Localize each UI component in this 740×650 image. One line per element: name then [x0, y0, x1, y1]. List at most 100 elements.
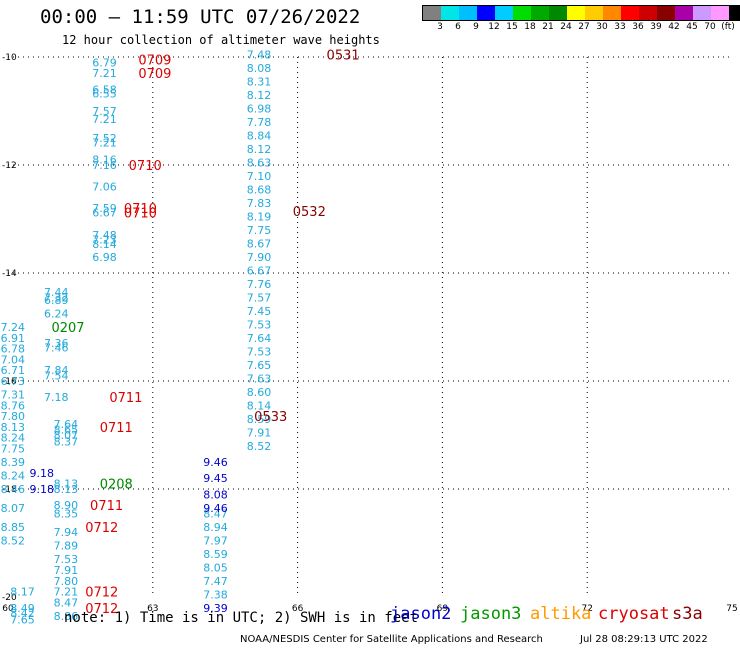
- satellite-name-s3a: s3a: [672, 604, 703, 624]
- wave-height-value: 7.65: [247, 359, 272, 372]
- legend-label: 33: [614, 22, 626, 32]
- legend-labels: 3 6 9 12 15 18 21 24 27 30 33 36 39 42 45 70 (ft): [422, 21, 740, 33]
- legend-swatch: [693, 6, 711, 20]
- wave-height-value: 7.52: [92, 132, 117, 145]
- wave-height-value: 7.10: [247, 170, 272, 183]
- wave-height-value: 9.45: [203, 472, 228, 485]
- legend-label: 39: [650, 22, 662, 32]
- wave-height-value: 6.89: [44, 294, 69, 307]
- wave-height-value: 8.24: [1, 470, 26, 483]
- wave-height-value: 8.60: [247, 386, 272, 399]
- wave-height-value: 9.46: [203, 456, 228, 469]
- wave-height-value: 8.13: [54, 478, 79, 491]
- wave-height-value: 8.84: [247, 129, 272, 142]
- wave-height-value: 8.37: [54, 435, 79, 448]
- wave-height-value: 6.24: [44, 308, 69, 321]
- wave-height-value: 7.21: [92, 113, 117, 126]
- legend-swatch: [477, 6, 495, 20]
- wave-height-value: 7.89: [54, 540, 79, 553]
- wave-height-value: 6.67: [92, 207, 117, 220]
- wave-height-value: 7.36: [44, 337, 69, 350]
- legend-label: 15: [506, 22, 518, 32]
- wave-height-value: 7.48: [92, 229, 117, 242]
- wave-height-value: 6.58: [92, 83, 117, 96]
- y-tick-label: -18: [2, 485, 17, 495]
- pass-label: 0533: [254, 410, 287, 425]
- pass-label: 0532: [293, 205, 326, 220]
- wave-height-value: 7.80: [1, 410, 26, 423]
- wave-height-value: 7.44: [44, 286, 69, 299]
- wave-height-value: 7.59: [92, 202, 117, 215]
- wave-height-value: 8.07: [54, 429, 79, 442]
- wave-height-value: 7.38: [203, 588, 228, 601]
- generated-timestamp: Jul 28 08:29:13 UTC 2022: [580, 634, 708, 645]
- legend-swatch: [531, 6, 549, 20]
- wave-height-value: 8.31: [247, 75, 272, 88]
- wave-height-value: 8.05: [203, 561, 228, 574]
- wave-height-value: 6.55: [92, 88, 117, 101]
- wave-height-value: 7.31: [1, 389, 26, 402]
- wave-height-value: 7.23: [92, 234, 117, 247]
- wave-height-value: 7.53: [247, 345, 272, 358]
- wave-height-value: 8.94: [203, 521, 228, 534]
- legend-color-bar: [422, 5, 740, 21]
- legend-label: 21: [542, 22, 554, 32]
- wave-height-value: 7.48: [247, 48, 272, 61]
- wave-height-value: 6.78: [1, 343, 26, 356]
- pass-label: 0207: [51, 321, 84, 336]
- chart-title: 00:00 — 11:59 UTC 07/26/2022: [40, 6, 361, 28]
- wave-height-value: 8.35: [54, 507, 79, 520]
- pass-label: 0710: [129, 159, 162, 174]
- pass-label: 0712: [85, 586, 118, 601]
- wave-height-value: 7.78: [247, 116, 272, 129]
- legend-swatch: [657, 6, 675, 20]
- wave-height-value: 7.84: [44, 364, 69, 377]
- wave-height-value: 7.21: [54, 586, 79, 599]
- wave-height-value: 8.52: [1, 534, 26, 547]
- wave-height-value: 8.08: [247, 62, 272, 75]
- pass-label: 0711: [90, 499, 123, 514]
- wave-height-value: 8.65: [54, 424, 79, 437]
- wave-height-value: 8.86: [54, 610, 79, 623]
- wave-height-value: 7.94: [54, 526, 79, 539]
- legend-swatch: [567, 6, 585, 20]
- pass-label: 0710: [124, 207, 157, 222]
- wave-height-value: 8.24: [1, 432, 26, 445]
- wave-height-value: 6.71: [1, 364, 26, 377]
- legend-swatch: [603, 6, 621, 20]
- pass-label: 0712: [85, 602, 118, 617]
- x-tick-label: 60: [2, 604, 14, 614]
- wave-height-value: 8.07: [1, 502, 26, 515]
- color-legend: 3 6 9 12 15 18 21 24 27 30 33 36 39 42 45 70 (ft): [422, 5, 740, 33]
- legend-label: 30: [596, 22, 608, 32]
- wave-height-value: 8.46: [1, 483, 26, 496]
- wave-height-value: 8.13: [1, 421, 26, 434]
- wave-height-value: 7.63: [247, 372, 272, 385]
- wave-height-value: 8.14: [92, 238, 117, 251]
- legend-swatch: [549, 6, 567, 20]
- wave-height-value: 8.67: [247, 237, 272, 250]
- wave-height-value: 7.45: [247, 305, 272, 318]
- legend-swatch: [585, 6, 603, 20]
- wave-height-value: 9.18: [30, 467, 55, 480]
- wave-height-value: 8.47: [203, 507, 228, 520]
- wave-height-value: 8.39: [1, 456, 26, 469]
- legend-swatch: [711, 6, 729, 20]
- wave-height-value: 7.57: [247, 291, 272, 304]
- wave-height-value: 7.53: [54, 553, 79, 566]
- legend-swatch: [495, 6, 513, 20]
- wave-height-value: 7.06: [92, 181, 117, 194]
- wave-height-value: 6.98: [92, 251, 117, 264]
- wave-height-value: 8.42: [10, 607, 35, 620]
- legend-label: 18: [524, 22, 536, 32]
- footer-note: note: 1) Time is in UTC; 2) SWH is in fe…: [64, 610, 419, 626]
- wave-height-value: 9.18: [30, 483, 55, 496]
- wave-height-value: 8.19: [247, 210, 272, 223]
- legend-swatch: [459, 6, 477, 20]
- wave-height-value: 8.90: [54, 499, 79, 512]
- satellite-name-cryosat: cryosat: [598, 604, 670, 624]
- legend-label: 3: [437, 22, 443, 32]
- satellite-name-jason3: jason3: [460, 604, 522, 624]
- wave-height-value: 8.68: [247, 183, 272, 196]
- wave-height-value: 8.76: [1, 399, 26, 412]
